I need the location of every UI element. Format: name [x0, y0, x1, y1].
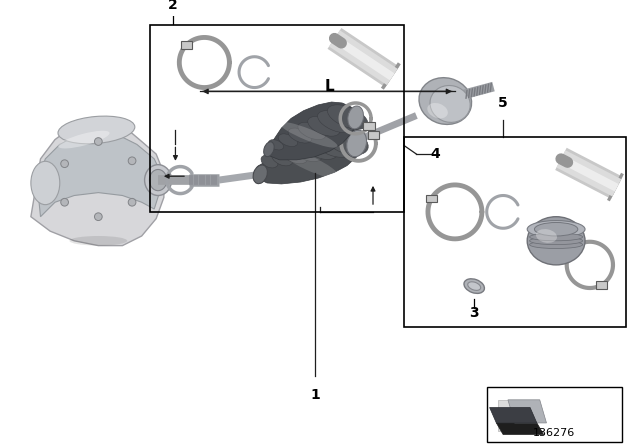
Polygon shape	[267, 102, 356, 160]
Ellipse shape	[314, 131, 353, 157]
Ellipse shape	[282, 146, 308, 164]
Ellipse shape	[530, 237, 582, 245]
Bar	[404, 137, 627, 327]
Ellipse shape	[278, 134, 298, 146]
Polygon shape	[508, 400, 547, 423]
Ellipse shape	[128, 157, 136, 165]
Text: 2: 2	[168, 0, 177, 12]
Ellipse shape	[149, 169, 167, 191]
Ellipse shape	[328, 105, 368, 129]
Ellipse shape	[253, 165, 268, 184]
Ellipse shape	[419, 78, 472, 125]
Ellipse shape	[128, 198, 136, 206]
Bar	[596, 281, 607, 289]
Ellipse shape	[278, 147, 339, 178]
Ellipse shape	[536, 229, 557, 243]
Ellipse shape	[468, 282, 481, 290]
Text: 136276: 136276	[533, 428, 575, 438]
Polygon shape	[499, 400, 537, 431]
Ellipse shape	[61, 160, 68, 168]
Ellipse shape	[268, 140, 284, 150]
Ellipse shape	[261, 155, 278, 168]
Ellipse shape	[530, 233, 582, 241]
Ellipse shape	[348, 106, 364, 129]
Ellipse shape	[288, 128, 312, 143]
Bar	[181, 41, 193, 49]
Text: 4: 4	[431, 147, 440, 161]
Ellipse shape	[530, 241, 582, 249]
Bar	[150, 25, 404, 212]
Polygon shape	[497, 423, 543, 435]
Polygon shape	[38, 132, 161, 217]
Ellipse shape	[298, 122, 326, 140]
Ellipse shape	[58, 116, 135, 144]
Ellipse shape	[347, 130, 367, 157]
Ellipse shape	[303, 136, 338, 159]
Ellipse shape	[293, 141, 323, 162]
Ellipse shape	[527, 217, 585, 265]
Ellipse shape	[464, 279, 484, 293]
Bar	[487, 387, 621, 442]
Ellipse shape	[69, 236, 127, 246]
Ellipse shape	[95, 213, 102, 220]
Bar	[368, 131, 380, 138]
Text: 3: 3	[469, 306, 479, 320]
Ellipse shape	[61, 198, 68, 206]
Text: 1: 1	[310, 388, 320, 402]
Text: L: L	[325, 79, 335, 94]
Ellipse shape	[308, 116, 340, 136]
Bar	[426, 194, 437, 202]
Ellipse shape	[279, 122, 337, 148]
Ellipse shape	[31, 161, 60, 205]
Ellipse shape	[324, 127, 368, 155]
Ellipse shape	[145, 165, 172, 195]
Ellipse shape	[430, 86, 470, 122]
Ellipse shape	[317, 111, 354, 133]
Bar	[364, 122, 375, 130]
Ellipse shape	[95, 138, 102, 146]
Ellipse shape	[264, 142, 274, 157]
Ellipse shape	[527, 220, 585, 238]
Ellipse shape	[271, 150, 293, 166]
Polygon shape	[257, 124, 364, 184]
Text: 5: 5	[498, 96, 508, 110]
Polygon shape	[490, 408, 537, 423]
Ellipse shape	[534, 223, 578, 236]
Ellipse shape	[428, 103, 448, 118]
Polygon shape	[31, 121, 164, 246]
Ellipse shape	[58, 131, 109, 148]
